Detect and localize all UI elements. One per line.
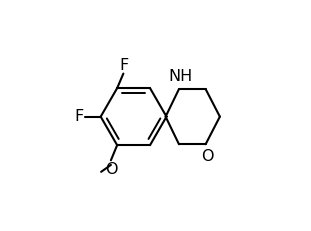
- Text: F: F: [74, 109, 83, 124]
- Text: NH: NH: [169, 69, 193, 84]
- Text: O: O: [105, 162, 117, 177]
- Text: F: F: [120, 58, 129, 73]
- Text: O: O: [201, 149, 213, 164]
